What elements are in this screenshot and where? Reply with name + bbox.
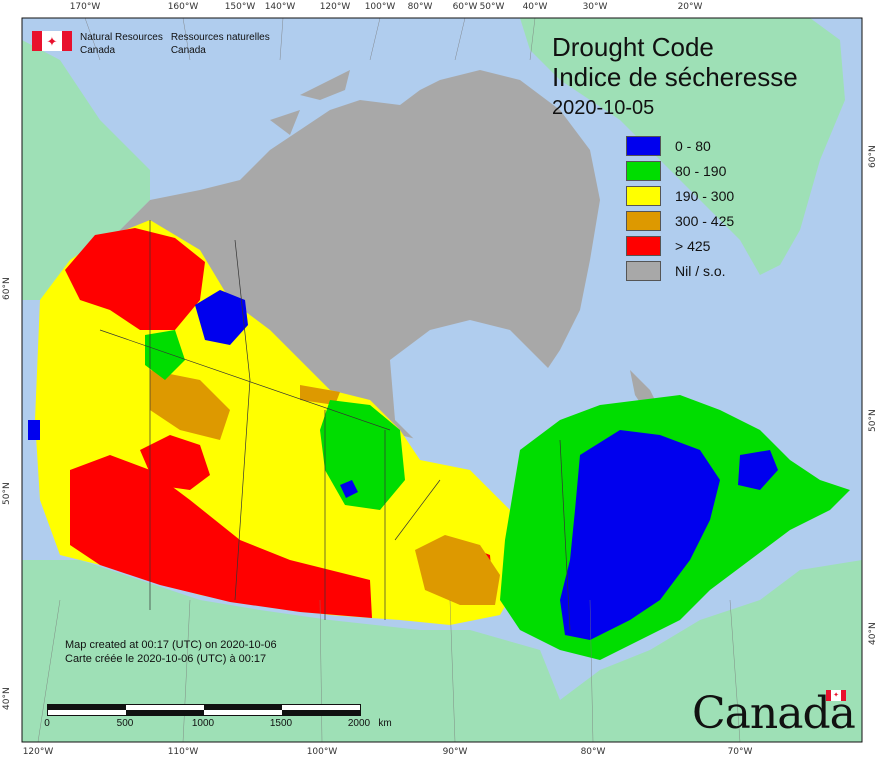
hudson-bay [390,320,560,460]
graticule-label-top: 150°W [224,2,256,12]
credits-en: Map created at 00:17 (UTC) on 2020-10-06 [65,639,277,651]
graticule [37,17,741,743]
title-fr: Indice de sécheresse [552,62,798,92]
title-date: 2020-10-05 [552,97,655,119]
graticule-label-bottom: 80°W [580,747,606,757]
legend-item: 80 - 190 [626,158,734,183]
scale-label: 2000 [347,718,371,729]
credits: Map created at 00:17 (UTC) on 2020-10-06… [65,638,277,666]
credits-fr: Carte créée le 2020-10-06 (UTC) à 00:17 [65,653,267,665]
graticule-label-left: 60°N [2,277,12,300]
graticule-label-top: 20°W [677,2,703,12]
legend-label: 0 - 80 [675,137,711,154]
graticule-label-top: 140°W [264,2,296,12]
legend-swatch [626,260,661,281]
graticule-label-top: 170°W [69,2,101,12]
foreign-land [22,18,862,742]
graticule-label-bottom: 70°W [727,747,753,757]
legend-swatch [626,185,661,206]
graticule-label-top: 40°W [522,2,548,12]
legend-item: 0 - 80 [626,133,734,158]
graticule-label-top: 120°W [319,2,351,12]
map-neatline [21,17,863,743]
department-en: Natural Resources Canada [80,32,163,56]
region-high-1 [150,370,230,440]
region-high-2 [415,535,500,605]
scale-bar-track [47,704,361,716]
graticule-label-top: 80°W [407,2,433,12]
region-very-low-bc-coast [28,420,40,440]
scale-label: 500 [116,718,134,729]
legend-item: > 425 [626,233,734,258]
graticule-label-bottom: 110°W [167,747,199,757]
graticule-label-top: 50°W [479,2,505,12]
graticule-label-top: 160°W [167,2,199,12]
scale-label: 1000 [191,718,215,729]
canada-flag-icon: ✦ [32,31,72,51]
legend-label: > 425 [675,237,711,254]
title-en: Drought Code [552,32,714,62]
graticule-label-right: 60°N [868,145,878,168]
province-boundaries [99,220,571,631]
canada-wordmark-flag-icon: ✦ [826,690,846,701]
legend-swatch [626,210,661,231]
scale-bar: 0 500 1000 1500 2000 km [44,704,392,729]
legend-swatch [626,135,661,156]
region-very-low-labrador [738,450,778,490]
graticule-label-top: 60°W [452,2,478,12]
legend-item: Nil / s.o. [626,258,734,283]
greenland-land [520,18,845,275]
alaska-land [22,40,150,300]
graticule-label-left: 40°N [2,687,12,710]
graticule-label-top: 100°W [364,2,396,12]
region-low-north [145,330,185,380]
graticule-label-bottom: 120°W [22,747,54,757]
legend-label: 300 - 425 [675,212,735,229]
scale-label: 1500 [269,718,293,729]
graticule-label-left: 50°N [2,482,12,505]
department-fr: Ressources naturelles Canada [170,32,270,56]
legend-item: 300 - 425 [626,208,734,233]
graticule-label-bottom: 90°W [442,747,468,757]
legend-item: 190 - 300 [626,183,734,208]
drought-regions [28,220,850,660]
legend-swatch [626,160,661,181]
region-extreme-west [70,455,372,618]
graticule-label-right: 50°N [868,409,878,432]
region-very-low-bear-lake [195,290,248,345]
scale-unit: km [378,718,392,729]
legend: 0 - 80 80 - 190 190 - 300 300 - 425 > 425 Nil… [626,133,734,283]
graticule-label-top: 30°W [582,2,608,12]
legend-label: 80 - 190 [675,162,727,179]
scale-label: 0 [44,718,50,729]
usa-land [22,560,862,742]
legend-label: Nil / s.o. [675,262,726,279]
region-very-low-manitoba [340,480,358,498]
legend-swatch [626,235,661,256]
region-very-low-quebec [560,430,720,640]
legend-label: 190 - 300 [675,187,735,204]
graticule-label-bottom: 100°W [306,747,338,757]
graticule-label-right: 40°N [868,622,878,645]
region-extreme-center [140,435,210,490]
region-extreme-north [65,228,205,330]
map-title: Drought Code Indice de sécheresse 2020-1… [552,32,798,122]
nrcan-signature: ✦ Natural Resources Canada Ressources na… [32,31,270,57]
